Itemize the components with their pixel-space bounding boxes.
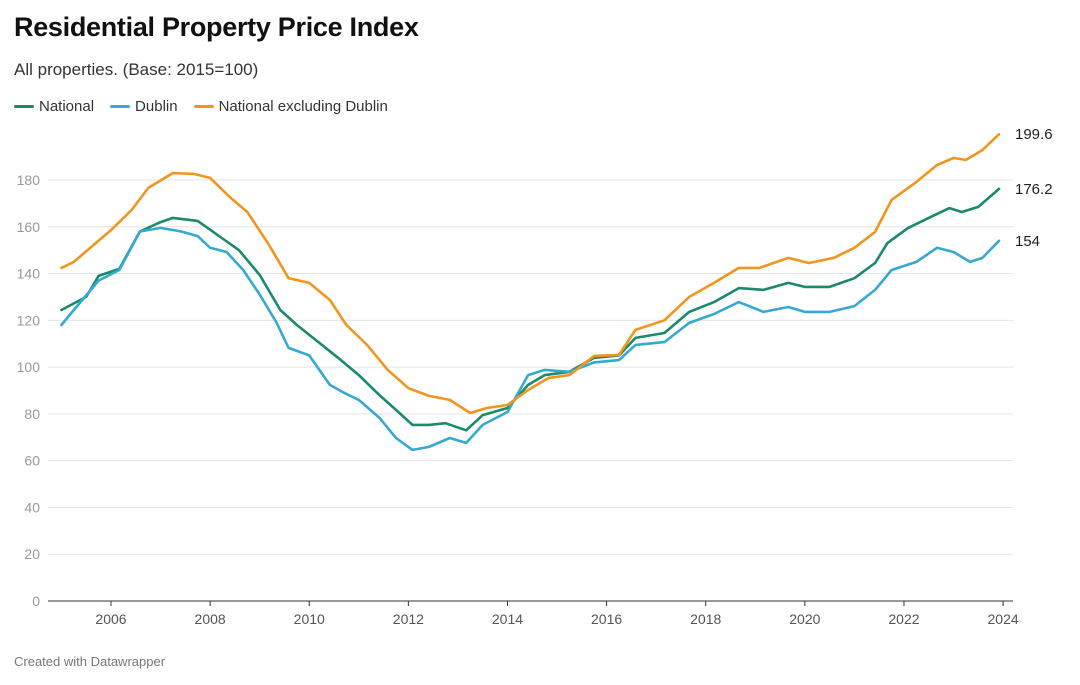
x-tick-label: 2024 [988, 611, 1019, 627]
legend-label: National [39, 98, 95, 115]
y-tick-label: 180 [17, 172, 41, 188]
x-tick-label: 2016 [591, 611, 622, 627]
footer-credit: Created with Datawrapper [14, 654, 166, 669]
y-tick-label: 20 [24, 546, 40, 562]
series-line-national-excluding-dublin [60, 132, 1001, 415]
y-tick-label: 120 [17, 312, 41, 328]
legend-label: National excluding Dublin [218, 98, 388, 115]
y-tick-label: 80 [24, 406, 40, 422]
end-value-label: 176.2 [1015, 181, 1053, 198]
chart-subtitle: All properties. (Base: 2015=100) [14, 60, 259, 79]
legend-label: Dublin [135, 98, 178, 115]
x-tick-label: 2018 [690, 611, 721, 627]
series-line-dublin [60, 226, 1001, 452]
y-tick-label: 100 [17, 359, 41, 375]
y-tick-label: 160 [17, 219, 41, 235]
x-tick-label: 2012 [393, 611, 424, 627]
legend: National Dublin National excluding Dubli… [14, 98, 388, 115]
y-tick-label: 40 [24, 499, 40, 515]
x-tick-label: 2020 [789, 611, 820, 627]
x-tick-label: 2006 [95, 611, 126, 627]
legend-swatch-dublin [110, 105, 131, 108]
x-tick-label: 2022 [888, 611, 919, 627]
series-line-national [60, 187, 1001, 432]
end-value-label: 154 [1015, 233, 1040, 250]
y-tick-label: 60 [24, 453, 40, 469]
legend-item-national-ex-dublin: National excluding Dublin [193, 98, 388, 115]
x-tick-label: 2008 [195, 611, 226, 627]
legend-item-national: National [14, 98, 94, 115]
legend-swatch-national-ex-dublin [193, 105, 214, 108]
end-value-label: 199.6 [1015, 126, 1053, 143]
x-tick-label: 2010 [294, 611, 325, 627]
y-tick-label: 0 [32, 593, 40, 609]
legend-item-dublin: Dublin [110, 98, 178, 115]
chart-title: Residential Property Price Index [14, 12, 419, 42]
x-tick-label: 2014 [492, 611, 523, 627]
legend-swatch-national [14, 105, 34, 108]
y-tick-label: 140 [17, 266, 41, 282]
